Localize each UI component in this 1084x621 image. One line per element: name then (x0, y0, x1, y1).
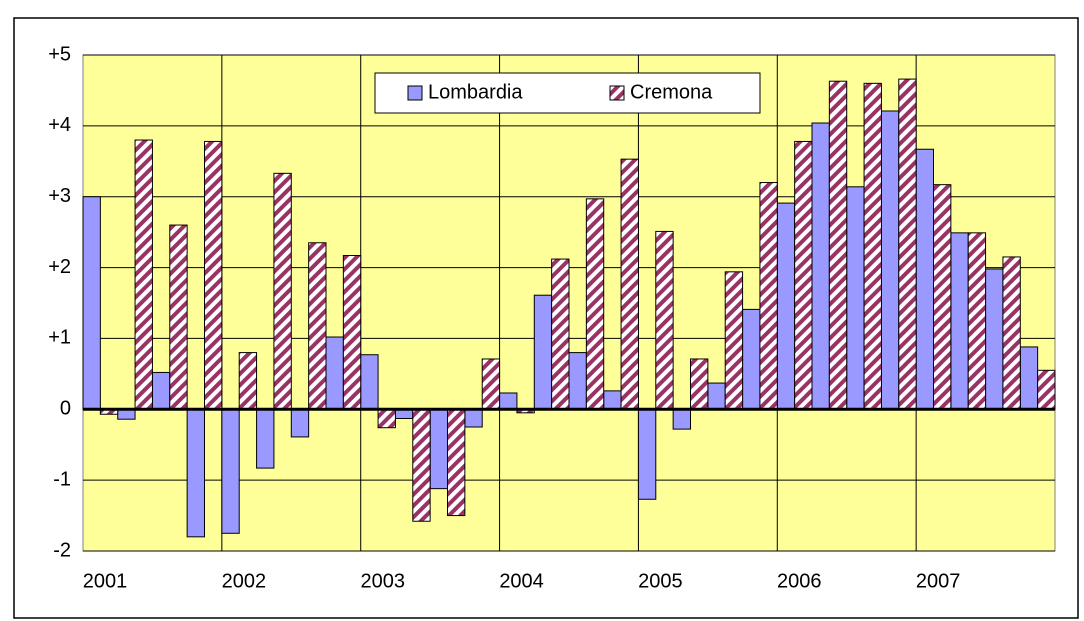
bar (238, 352, 258, 410)
x-tick-label: 2005 (638, 570, 683, 592)
bar (1019, 346, 1039, 410)
bar (134, 139, 153, 410)
y-tick-label: -2 (53, 539, 71, 561)
bar (1037, 369, 1056, 410)
y-tick-label: +3 (48, 185, 71, 207)
bar (811, 122, 830, 410)
bar (759, 182, 778, 410)
bar (568, 352, 587, 410)
bar (169, 224, 188, 410)
bar (846, 186, 865, 410)
x-tick-label: 2006 (777, 570, 822, 592)
x-tick-label: 2002 (222, 570, 267, 592)
y-tick-label: +4 (48, 114, 71, 136)
x-tick-label: 2004 (499, 570, 544, 592)
bar (533, 294, 553, 410)
y-tick-label: +5 (48, 43, 71, 65)
bar (499, 392, 518, 410)
legend-swatch (407, 85, 423, 101)
bar (221, 408, 240, 534)
x-tick-label: 2003 (360, 570, 405, 592)
bar (551, 258, 570, 410)
bar (447, 408, 466, 517)
bar (724, 271, 744, 410)
bar (880, 110, 900, 410)
bar (273, 172, 292, 410)
bar (377, 408, 396, 429)
bar (342, 255, 362, 410)
bar (256, 408, 275, 469)
y-tick-label: 0 (60, 398, 71, 420)
bar (620, 158, 639, 410)
legend-label: Cremona (630, 81, 713, 103)
bar (481, 358, 501, 410)
bar (464, 408, 483, 428)
bar (863, 82, 882, 410)
bar (204, 140, 223, 410)
bar (637, 408, 657, 500)
x-tick-label: 2007 (916, 570, 961, 592)
y-tick-label: -1 (53, 468, 71, 490)
bar (308, 242, 327, 410)
bar (933, 184, 952, 410)
bar (915, 148, 935, 410)
bar (412, 408, 431, 522)
bar (655, 230, 674, 410)
bar (325, 336, 344, 410)
legend-swatch (609, 85, 625, 101)
bar (707, 382, 726, 410)
bar (672, 408, 692, 430)
y-tick-label: +2 (48, 256, 71, 278)
bar (690, 358, 709, 410)
bar (898, 78, 917, 410)
bar (585, 198, 605, 410)
bar (950, 232, 969, 410)
x-tick-label: 2001 (83, 570, 128, 592)
bar (186, 408, 205, 538)
bar (828, 80, 848, 410)
y-tick-label: +1 (48, 327, 71, 349)
bar (360, 354, 379, 410)
legend-box (374, 72, 761, 114)
bar (985, 268, 1004, 410)
legend-label: Lombardia (428, 81, 523, 103)
bar (776, 202, 796, 410)
bar (967, 232, 987, 410)
bar (742, 308, 761, 410)
bar (82, 196, 101, 410)
bar (603, 390, 622, 410)
bar (1002, 256, 1021, 410)
bar (290, 408, 310, 438)
bar (794, 140, 813, 410)
bar (429, 408, 448, 490)
bar (151, 371, 171, 410)
